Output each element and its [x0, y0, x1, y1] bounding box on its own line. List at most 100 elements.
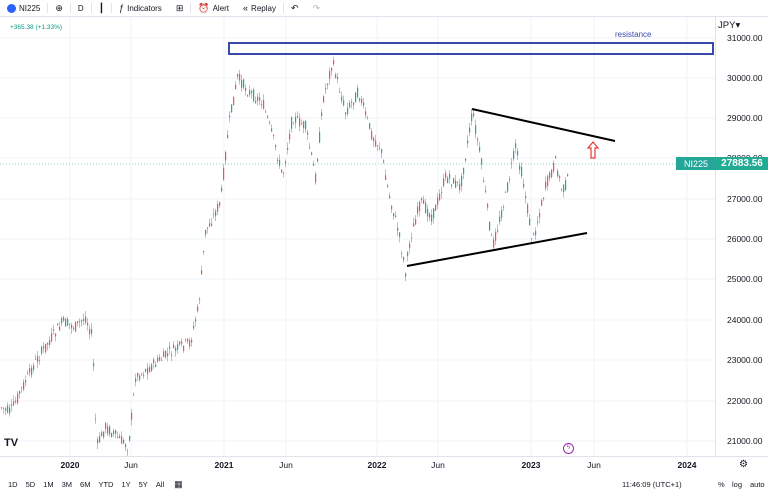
tradingview-logo-icon[interactable]: TV	[4, 437, 19, 449]
indicators-button[interactable]: ƒ Indicators	[112, 0, 169, 16]
time-tick: 2020	[60, 460, 80, 470]
candle-body	[383, 160, 385, 163]
candle-body	[181, 341, 183, 344]
candle-body	[555, 156, 557, 159]
candle-body	[41, 347, 43, 354]
price-axis[interactable]: JPY▾ 31000.0030000.0029000.0028000.00270…	[715, 17, 768, 456]
redo-button[interactable]: ↷	[306, 0, 328, 16]
divider	[190, 3, 192, 13]
resistance-box[interactable]	[228, 42, 714, 55]
candle-body	[277, 159, 279, 162]
time-tick: 2021	[214, 460, 234, 470]
currency-label[interactable]: JPY▾	[718, 20, 741, 31]
indicators-icon: ƒ	[119, 3, 125, 13]
range-5y[interactable]: 5Y	[138, 479, 148, 489]
candle-body	[161, 359, 163, 361]
range-1d[interactable]: 1D	[8, 479, 18, 489]
chart-type-button[interactable]: ┃	[92, 0, 111, 16]
candle-body	[67, 318, 69, 326]
percent-toggle[interactable]: %	[718, 479, 725, 489]
compare-button[interactable]: ⊕	[48, 0, 70, 16]
axis-settings-icon[interactable]: ⚙	[739, 459, 748, 470]
candle-body	[83, 318, 85, 321]
candle-body	[215, 210, 217, 217]
symbol-search[interactable]: NI225	[0, 0, 47, 16]
symbol-name: NI225	[19, 3, 41, 13]
up-arrow-icon[interactable]	[586, 141, 600, 159]
candle-body	[549, 172, 551, 179]
range-ytd[interactable]: YTD	[98, 479, 114, 489]
candle-body	[289, 133, 291, 140]
candle-body	[475, 125, 477, 134]
candle-body	[61, 318, 63, 324]
candle-body	[531, 238, 533, 240]
candle-body	[311, 152, 313, 155]
candle-body	[5, 408, 7, 411]
candle-body	[245, 87, 247, 92]
layouts-button[interactable]: ⊞	[169, 0, 191, 16]
candle-body	[317, 158, 319, 162]
range-5d[interactable]: 5D	[25, 479, 36, 489]
range-all[interactable]: All	[155, 479, 165, 489]
candle-body	[117, 436, 119, 439]
candle-body	[465, 158, 467, 161]
candle-body	[435, 204, 437, 211]
interval-button[interactable]: D	[71, 0, 91, 16]
candle-body	[193, 325, 195, 329]
candle-body	[87, 322, 89, 326]
plus-circle-icon: ⊕	[55, 2, 63, 13]
divider	[90, 3, 92, 13]
candle-body	[249, 90, 251, 95]
candle-body	[27, 373, 29, 375]
candle-body	[437, 197, 439, 205]
lower-trendline[interactable]	[406, 232, 588, 267]
price-chart[interactable]	[0, 17, 715, 456]
candle-body	[89, 328, 91, 335]
candle-body	[119, 435, 121, 439]
log-toggle[interactable]: log	[732, 479, 743, 489]
undo-button[interactable]: ↶	[284, 0, 306, 16]
range-6m[interactable]: 6M	[80, 479, 91, 489]
candle-body	[557, 170, 559, 177]
auto-toggle[interactable]: auto	[750, 479, 765, 489]
candle-body	[449, 173, 451, 179]
calendar-icon[interactable]: ▦	[174, 478, 183, 489]
candle-body	[153, 359, 155, 363]
candle-body	[71, 324, 73, 329]
candle-body	[77, 321, 79, 323]
resistance-label: resistance	[615, 30, 652, 39]
candle-body	[419, 201, 421, 212]
alert-button[interactable]: ⏰ Alert	[191, 0, 236, 16]
replay-button[interactable]: « Replay	[236, 0, 283, 16]
grid-icon: ⊞	[175, 2, 184, 13]
range-1y[interactable]: 1Y	[121, 479, 131, 489]
candle-body	[361, 99, 363, 104]
candle-body	[37, 356, 39, 363]
candle-body	[237, 74, 239, 77]
candle-body	[293, 123, 295, 125]
range-3m[interactable]: 3M	[61, 479, 73, 489]
top-toolbar: NI225 ⊕ D ┃ ƒ Indicators ⊞ ⏰ Alert « Rep…	[0, 0, 768, 17]
candle-body	[439, 193, 441, 201]
candle-body	[473, 113, 475, 117]
upper-trendline[interactable]	[471, 108, 616, 142]
candle-body	[91, 329, 93, 334]
candle-body	[147, 367, 149, 375]
candle-body	[285, 161, 287, 164]
candle-body	[365, 111, 367, 116]
lightning-icon[interactable]: ϟ	[563, 443, 574, 454]
candle-body	[155, 364, 157, 368]
candle-body	[431, 214, 433, 222]
price-tag-symbol: NI225	[676, 158, 716, 169]
candle-body	[159, 357, 161, 361]
candle-body	[517, 150, 519, 156]
candle-body	[351, 101, 353, 103]
range-1m[interactable]: 1M	[43, 479, 54, 489]
candle-body	[221, 187, 223, 192]
clock-time[interactable]: 11:46:09 (UTC+1)	[622, 479, 682, 489]
time-axis[interactable]: ⚙ 2020 Jun 2021 Jun 2022 Jun 2023 Jun 2024	[0, 456, 768, 473]
candle-body	[97, 439, 99, 444]
candle-body	[169, 346, 171, 349]
candle-body	[521, 166, 523, 177]
candle-body	[539, 213, 541, 218]
